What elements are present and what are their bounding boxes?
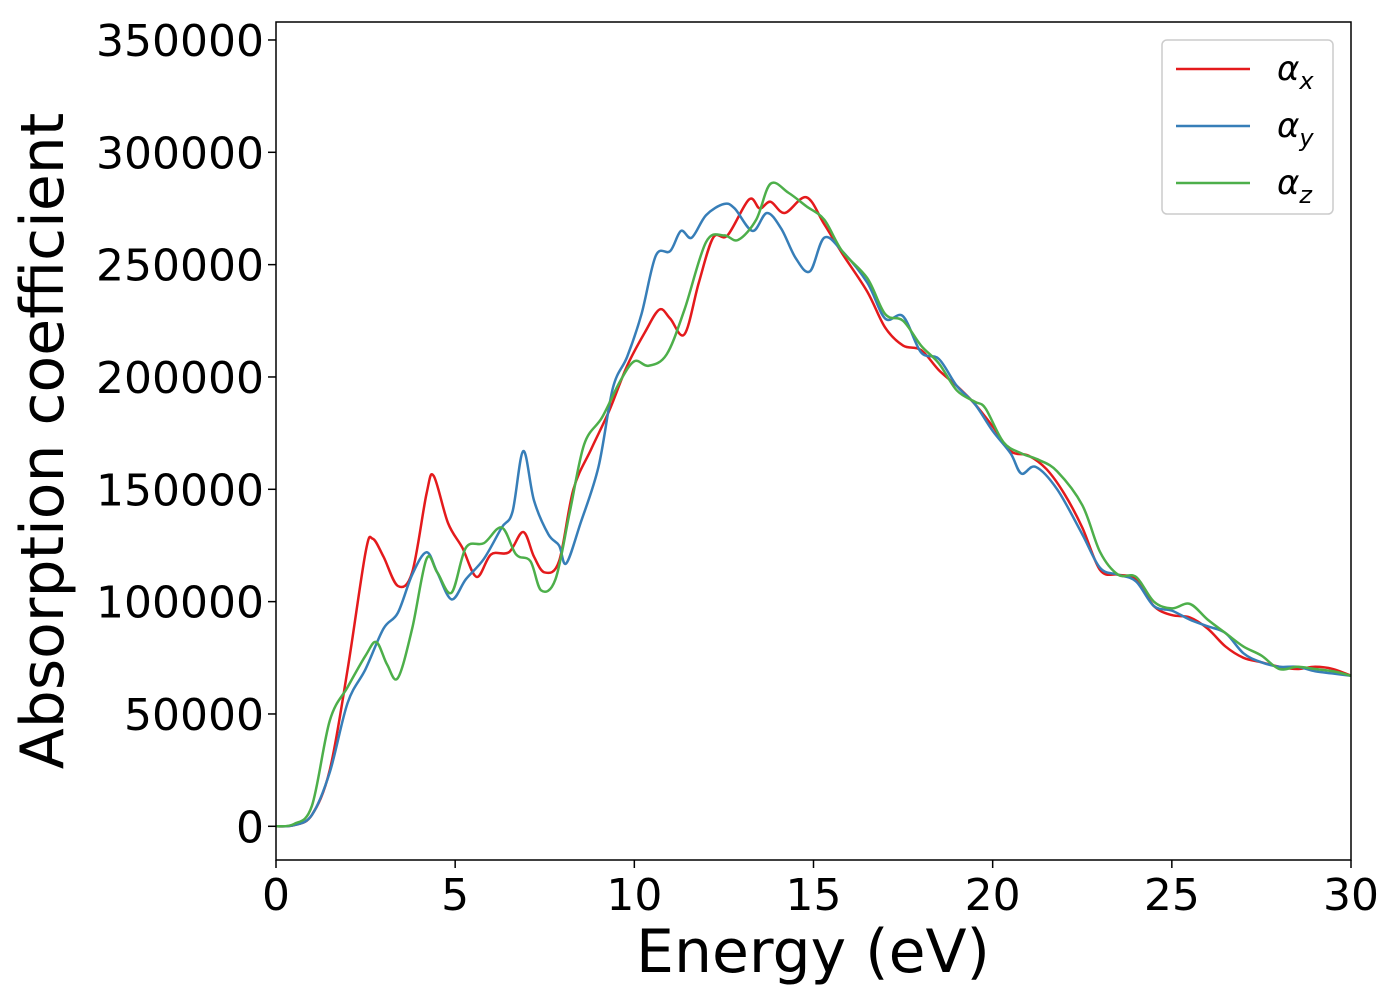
y-tick-label: 0	[236, 802, 264, 853]
legend-label-y: αy	[1277, 106, 1314, 152]
legend-label-x: αx	[1277, 49, 1314, 95]
y-tick-label: 100000	[96, 578, 264, 629]
y-axis-label: Absorption coefficient	[8, 113, 78, 770]
x-tick-label: 10	[606, 870, 662, 921]
x-tick-label: 30	[1323, 870, 1379, 921]
legend: αx αy αz	[1161, 39, 1334, 215]
x-tick-label: 5	[441, 870, 469, 921]
series-line-y	[275, 202, 1352, 828]
y-tick-label: 50000	[124, 690, 264, 741]
y-axis: 0 50000 100000 150000 200000 250000 300000 3500…	[96, 16, 276, 853]
y-tick-label: 250000	[96, 241, 264, 292]
x-tick-label: 0	[262, 870, 290, 921]
y-tick-label: 350000	[96, 16, 264, 67]
x-axis: 0 5 10 15 20 25 30	[262, 860, 1379, 921]
x-tick-label: 25	[1144, 870, 1200, 921]
x-axis-label: Energy (eV)	[636, 917, 990, 987]
x-tick-label: 15	[786, 870, 842, 921]
y-tick-label: 200000	[96, 353, 264, 404]
y-tick-label: 150000	[96, 465, 264, 516]
series-lines	[275, 181, 1352, 828]
y-tick-label: 300000	[96, 128, 264, 179]
x-tick-label: 20	[965, 870, 1021, 921]
legend-label-z: αz	[1277, 163, 1313, 209]
series-line-z	[275, 181, 1352, 828]
